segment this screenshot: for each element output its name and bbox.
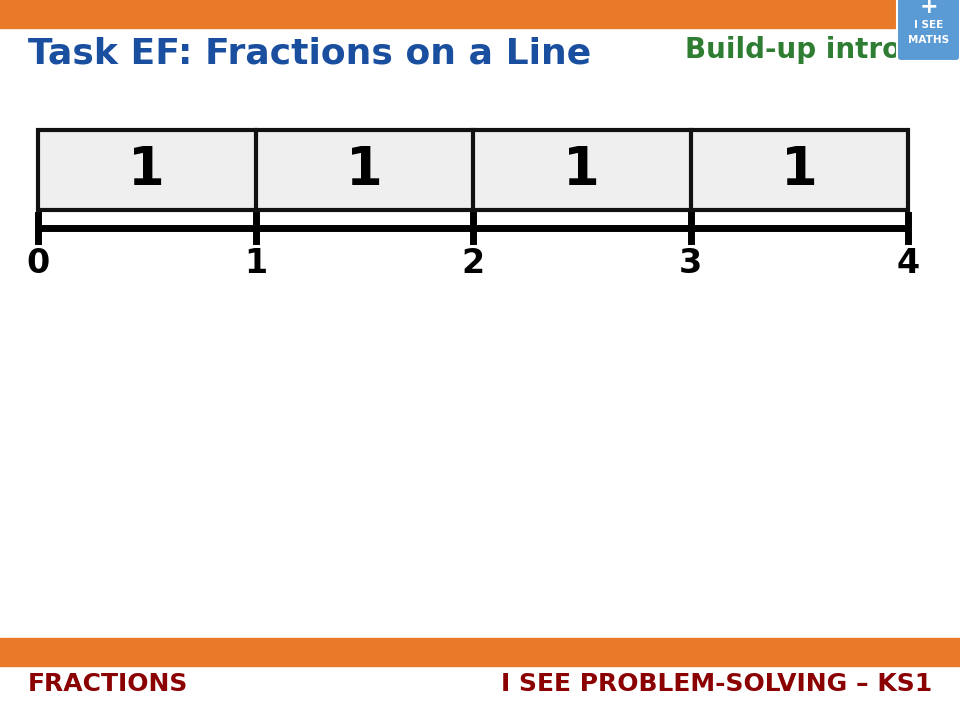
Text: 2: 2 [462, 247, 485, 280]
Text: Build-up intro 2: Build-up intro 2 [685, 36, 930, 64]
Text: 1: 1 [564, 144, 600, 196]
Text: Task EF: Fractions on a Line: Task EF: Fractions on a Line [28, 36, 591, 70]
Bar [0, 0, 960, 28]
Text: MATHS: MATHS [908, 35, 949, 45]
Text: 1: 1 [244, 247, 267, 280]
Text: 4: 4 [897, 247, 920, 280]
Text: I SEE: I SEE [914, 19, 943, 30]
FancyBboxPatch shape [897, 0, 960, 61]
Text: 0: 0 [26, 247, 50, 280]
Text: I SEE PROBLEM-SOLVING – KS1: I SEE PROBLEM-SOLVING – KS1 [501, 672, 932, 696]
Text: 1: 1 [346, 144, 383, 196]
Text: 1: 1 [780, 144, 818, 196]
Text: +: + [919, 0, 938, 17]
Bar [0, 638, 960, 666]
Text: 3: 3 [679, 247, 702, 280]
Text: FRACTIONS: FRACTIONS [28, 672, 188, 696]
Text: 1: 1 [129, 144, 165, 196]
Bar [38, 130, 908, 210]
